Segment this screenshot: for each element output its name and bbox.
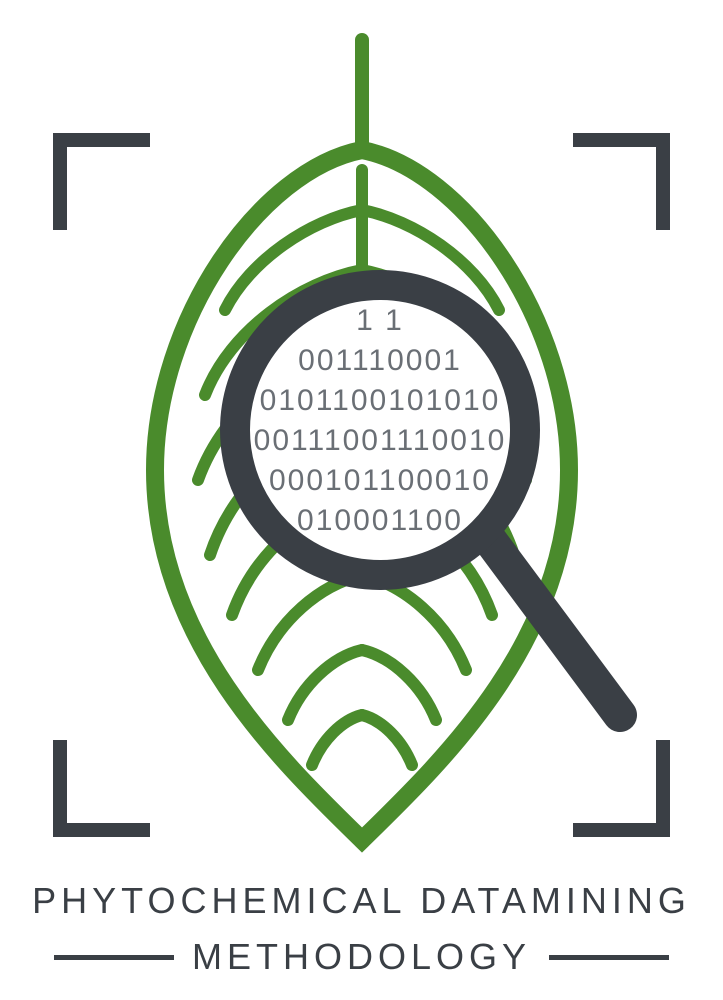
title-line-1: PHYTOCHEMICAL DATAMINING [0,880,723,922]
binary-line: 1 1 [356,304,404,337]
binary-line: 00111001110010 [254,424,507,457]
title-bar-right [549,955,669,960]
binary-line: 000101100010 [269,464,491,497]
binary-line: 001110001 [298,344,462,377]
title-block: PHYTOCHEMICAL DATAMINING METHODOLOGY [0,870,723,978]
title-bar-left [54,955,174,960]
logo-graphic: 1 1 001110001 0101100101010 001110011100… [0,0,723,870]
binary-line: 010001100 [297,504,463,537]
title-line-2: METHODOLOGY [192,936,531,978]
title-line-2-wrap: METHODOLOGY [0,936,723,978]
logo-svg: 1 1 001110001 0101100101010 001110011100… [0,0,723,870]
binary-line: 0101100101010 [260,384,501,417]
